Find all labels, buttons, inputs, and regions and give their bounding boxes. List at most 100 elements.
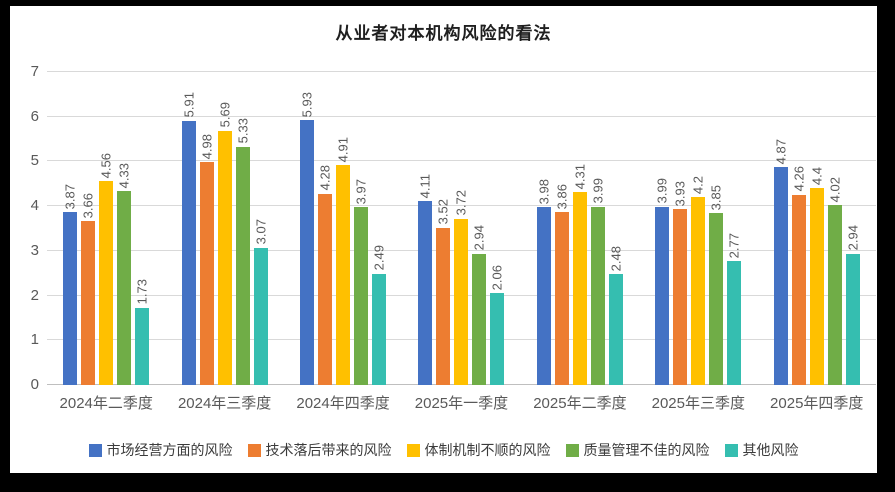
bar: 4.56 (99, 153, 114, 385)
bar-value-label: 2.94 (845, 225, 861, 251)
chart-frame: 从业者对本机构风险的看法 0 1 2 3 4 5 6 7 3.87 3.66 4.56 4.33 1.… (10, 6, 877, 473)
bar-value-label: 4.28 (317, 165, 333, 191)
bar: 3.07 (253, 219, 268, 385)
bar-group: 4.11 3.52 3.72 2.94 2.06 (402, 72, 520, 385)
bar: 4.26 (791, 166, 806, 385)
bar-value-label: 3.99 (654, 178, 670, 204)
legend-swatch-icon (88, 443, 102, 457)
plot-area: 0 1 2 3 4 5 6 7 3.87 3.66 4.56 4.33 1.73 5.91 4.98 5.6… (31, 64, 876, 392)
bar: 2.48 (608, 246, 623, 385)
y-axis-tick-label: 2 (30, 286, 39, 304)
bar-value-label: 3.87 (62, 183, 78, 209)
bar-value-label: 1.73 (134, 279, 150, 305)
bar-value-label: 3.99 (590, 178, 606, 204)
legend-label: 体制机制不顺的风险 (424, 442, 551, 458)
bar-value-label: 5.91 (181, 92, 197, 118)
bar-value-label: 2.77 (726, 232, 742, 259)
bar: 3.99 (655, 178, 670, 385)
bar-value-label: 4.02 (827, 176, 843, 203)
bar-group: 5.93 4.28 4.91 3.97 2.49 (284, 72, 402, 385)
bar-value-label: 4.2 (690, 176, 706, 195)
legend-item: 技术落后带来的风险 (247, 440, 392, 460)
legend-swatch-icon (406, 443, 420, 457)
bar: 3.98 (536, 179, 551, 385)
y-axis-tick-label: 3 (30, 241, 39, 259)
legend-label: 质量管理不佳的风险 (583, 442, 710, 458)
bar: 3.66 (81, 193, 96, 385)
bar-value-label: 5.93 (299, 91, 315, 117)
bar: 5.33 (235, 118, 250, 385)
bar-value-label: 3.93 (672, 180, 688, 207)
bar-value-label: 4.87 (773, 138, 789, 165)
bar: 4.98 (199, 134, 214, 385)
bar: 3.87 (63, 184, 78, 385)
legend-label: 其他风险 (742, 442, 799, 458)
bar: 5.91 (181, 92, 196, 385)
bar: 4.11 (418, 174, 433, 385)
bar-value-label: 2.49 (371, 245, 387, 271)
bar: 5.93 (300, 92, 315, 385)
x-axis-category-label: 2025年四季度 (770, 395, 864, 412)
bar-value-label: 2.94 (471, 225, 487, 251)
chart-title: 从业者对本机构风险的看法 (335, 24, 552, 43)
bar: 3.93 (673, 181, 688, 385)
x-axis-category-label: 2024年二季度 (59, 395, 153, 412)
bar: 2.94 (472, 225, 487, 385)
bar: 3.97 (354, 179, 369, 385)
bar-value-label: 3.52 (435, 199, 451, 225)
x-axis-labels: 2024年二季度 2024年三季度 2024年四季度 2025年一季度 2025年二季度… (47, 392, 876, 413)
bar-value-label: 2.48 (608, 245, 624, 272)
bar-value-label: 4.98 (199, 134, 215, 160)
bar: 3.72 (454, 190, 469, 385)
y-axis-tick-label: 4 (30, 197, 39, 215)
bar: 4.31 (572, 164, 587, 385)
legend: 市场经营方面的风险 技术落后带来的风险 体制机制不顺的风险 质量管理不佳的风险 其他风险 (10, 440, 877, 460)
x-axis-category-label: 2025年三季度 (651, 395, 745, 412)
x-axis-category-label: 2024年三季度 (177, 395, 272, 412)
bar-group: 3.98 3.86 4.31 3.99 2.48 (521, 72, 639, 385)
bar-value-label: 5.69 (217, 102, 233, 128)
y-axis-tick-label: 5 (30, 152, 39, 170)
bar: 4.2 (691, 176, 706, 385)
bar-group: 3.99 3.93 4.2 3.85 2.77 (639, 72, 757, 385)
bar-value-label: 4.56 (98, 152, 114, 179)
bar-value-label: 3.72 (453, 190, 469, 216)
x-axis-category-label: 2025年一季度 (414, 395, 509, 412)
y-axis-tick-label: 0 (30, 376, 39, 393)
x-axis-category-label: 2025年二季度 (533, 395, 627, 412)
bar-group: 5.91 4.98 5.69 5.33 3.07 (165, 72, 283, 385)
bar-value-label: 2.06 (489, 264, 505, 290)
bar-value-label: 3.85 (708, 184, 724, 210)
gridline (47, 160, 876, 162)
y-axis-tick-label: 6 (30, 107, 39, 125)
bar: 4.4 (809, 167, 824, 385)
bar: 5.69 (217, 102, 232, 385)
bar-value-label: 4.33 (116, 163, 132, 189)
legend-swatch-icon (724, 443, 738, 457)
bar: 2.77 (727, 233, 742, 385)
bar: 4.87 (773, 139, 788, 385)
legend-swatch-icon (247, 443, 261, 457)
bar: 4.33 (117, 163, 132, 385)
bar: 3.99 (590, 178, 605, 385)
legend-swatch-icon (565, 443, 579, 457)
bar: 4.02 (827, 177, 842, 385)
legend-label: 市场经营方面的风险 (106, 442, 233, 458)
bar: 4.28 (318, 165, 333, 385)
gridline (47, 205, 876, 207)
bar-value-label: 5.33 (235, 118, 251, 144)
bar: 3.86 (554, 184, 569, 385)
gridline (47, 115, 876, 117)
bar: 3.52 (436, 199, 451, 385)
bar-layer: 3.87 3.66 4.56 4.33 1.73 5.91 4.98 5.69 5.33 3.07… (47, 72, 876, 385)
legend-item: 其他风险 (724, 440, 799, 460)
bar: 2.94 (845, 225, 860, 385)
y-axis-tick-label: 7 (30, 63, 39, 80)
bar-value-label: 3.97 (353, 179, 369, 205)
bar: 2.49 (372, 245, 387, 385)
bar-value-label: 4.11 (417, 173, 433, 199)
legend-item: 质量管理不佳的风险 (565, 440, 710, 460)
y-axis-tick-label: 1 (30, 331, 39, 349)
bar: 1.73 (135, 279, 150, 385)
gridline (47, 71, 876, 72)
